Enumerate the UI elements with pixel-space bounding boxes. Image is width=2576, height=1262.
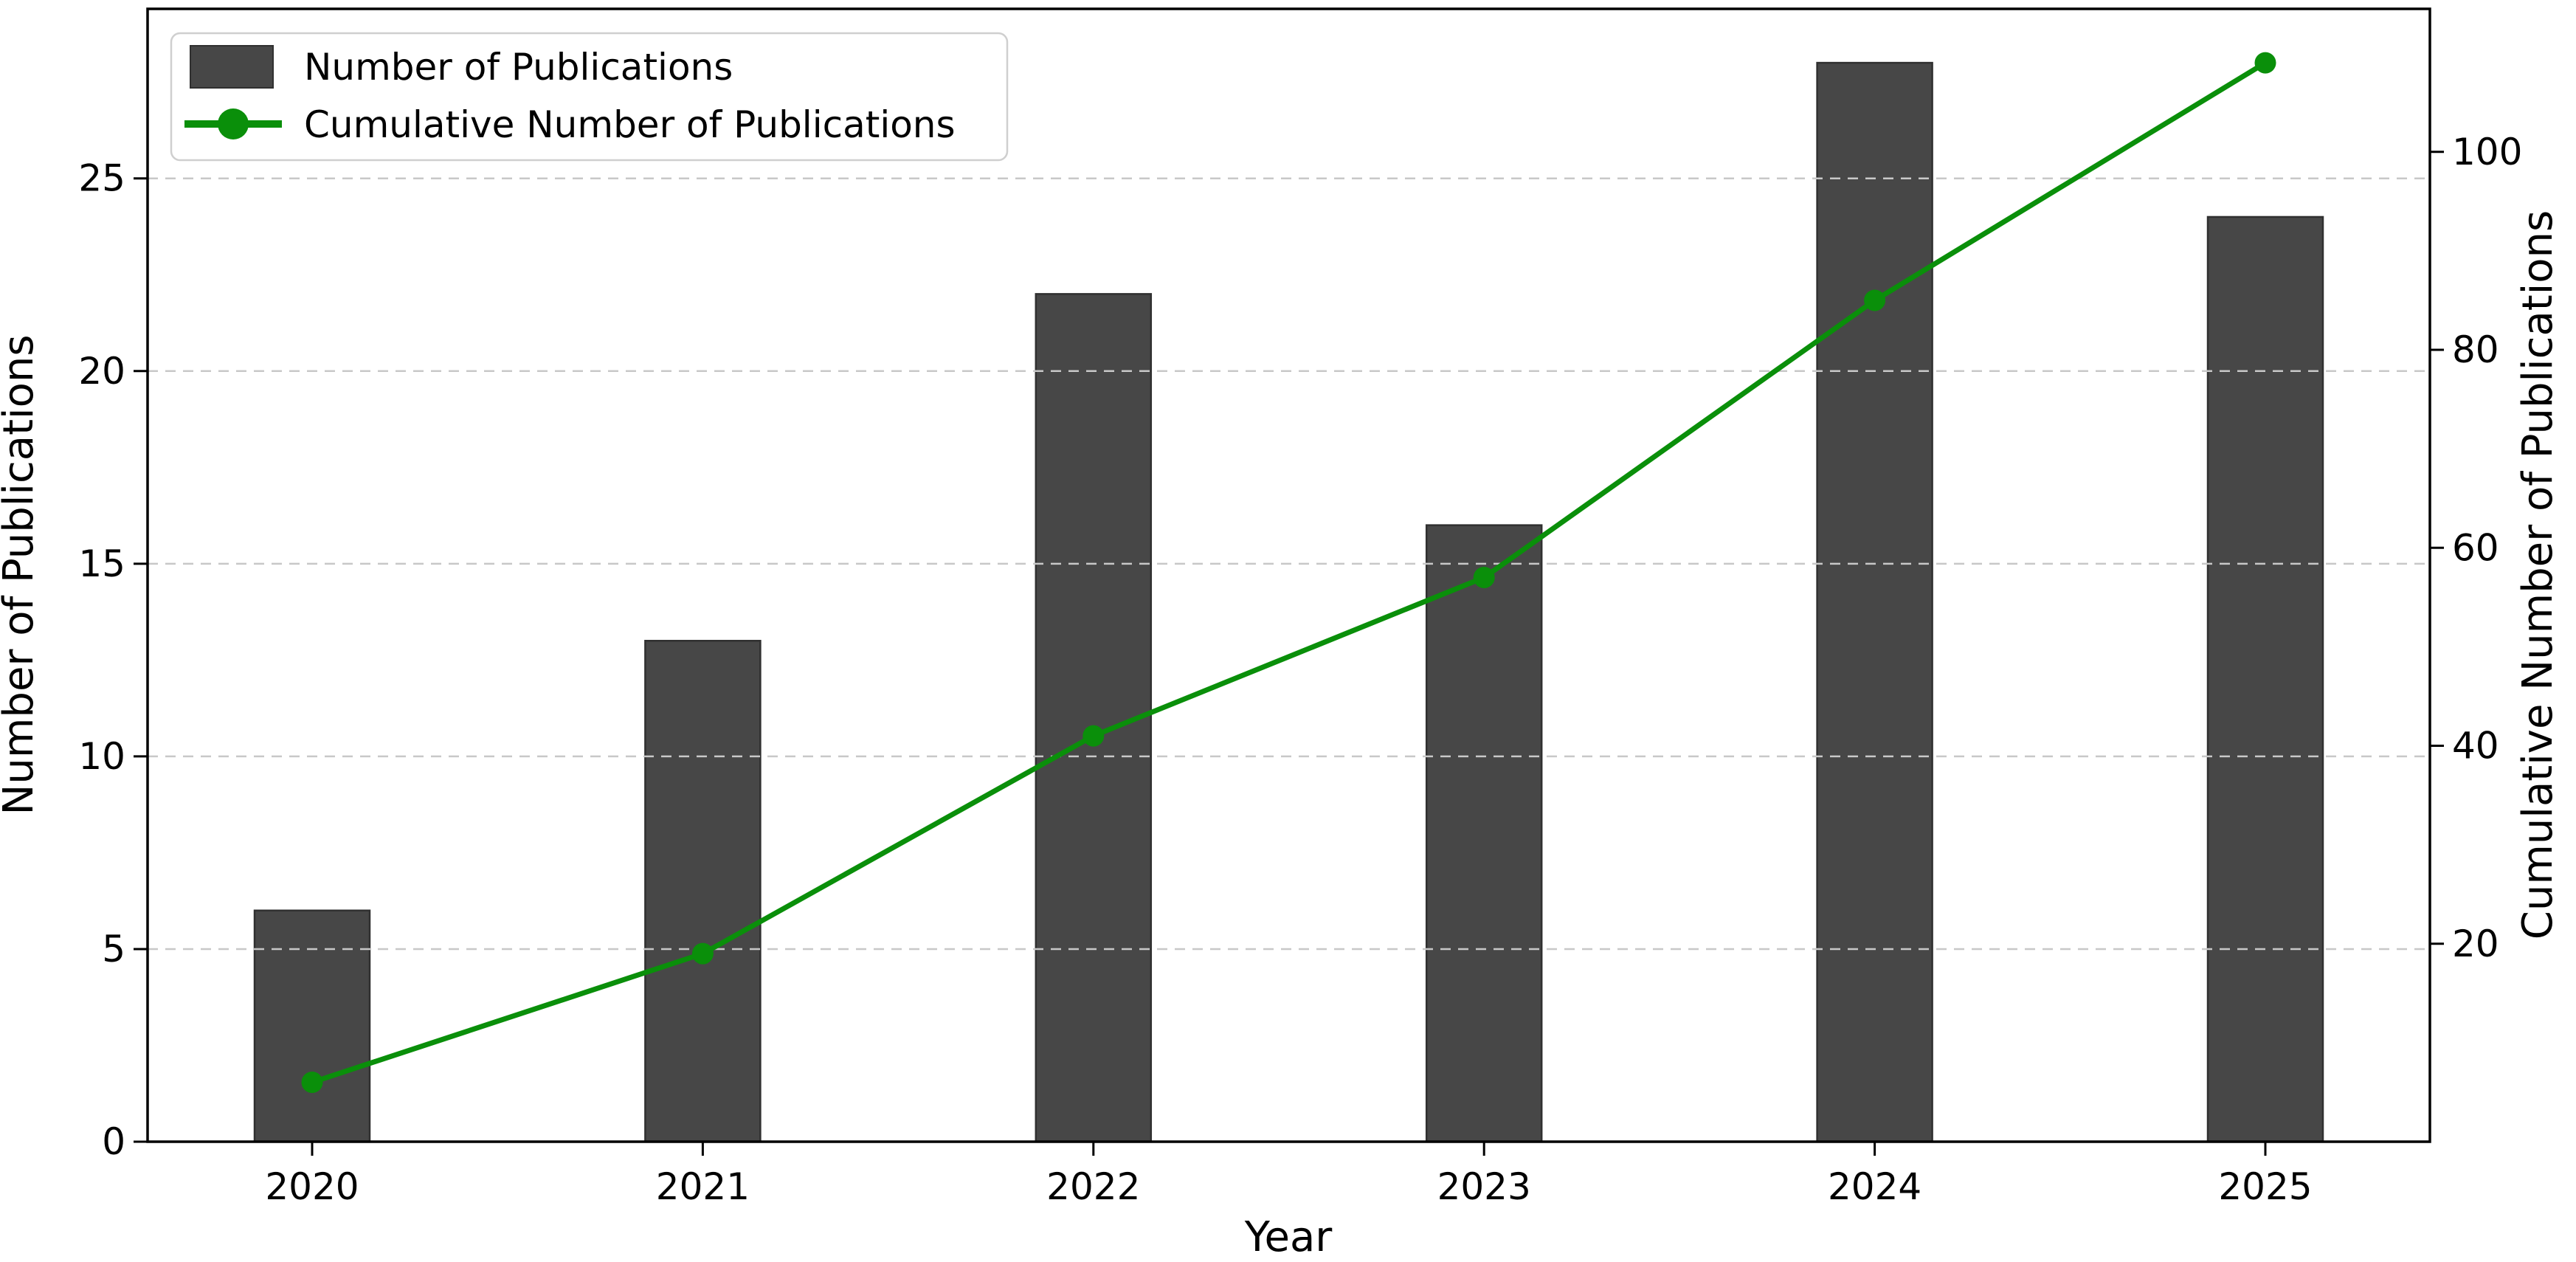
- cumulative-line: [309, 60, 2268, 1086]
- cumulative-point-2023: [1473, 567, 1495, 589]
- cumulative-point-2021: [691, 942, 714, 965]
- x-tick-label-2023: 2023: [1437, 1165, 1531, 1208]
- legend: Number of Publications Cumulative Number…: [170, 32, 1009, 162]
- legend-label-bars: Number of Publications: [304, 46, 733, 89]
- x-tick-label-2025: 2025: [2218, 1165, 2312, 1208]
- plot-frame: [146, 7, 2431, 1143]
- x-tick-label-2024: 2024: [1828, 1165, 1921, 1208]
- axes-frame-group: [146, 7, 2431, 1143]
- legend-bar-swatch: [190, 45, 274, 89]
- left-tick-label-0: 0: [102, 1120, 125, 1163]
- x-tick-label-2022: 2022: [1046, 1165, 1140, 1208]
- cumulative-point-2025: [2254, 52, 2276, 74]
- legend-label-line: Cumulative Number of Publications: [304, 103, 956, 146]
- right-tick-label-80: 80: [2452, 328, 2499, 371]
- legend-line-marker-icon: [218, 108, 249, 139]
- right-tick-label-100: 100: [2452, 131, 2522, 173]
- cumulative-point-2022: [1082, 725, 1105, 747]
- bar-2020: [253, 909, 371, 1143]
- right-y-axis-title: Cumulative Number of Publications: [2514, 210, 2562, 939]
- legend-box: [170, 32, 1009, 162]
- left-tick-label-20: 20: [78, 350, 125, 393]
- x-tick-label-2020: 2020: [265, 1165, 359, 1208]
- bar-2023: [1425, 524, 1543, 1143]
- tick-marks-group: [134, 151, 2444, 1156]
- left-y-axis-title: Number of Publications: [0, 334, 43, 815]
- left-tick-label-15: 15: [78, 542, 125, 585]
- left-tick-label-5: 5: [102, 928, 125, 970]
- cumulative-point-2020: [301, 1072, 323, 1094]
- right-tick-label-60: 60: [2452, 526, 2499, 569]
- x-tick-label-2021: 2021: [656, 1165, 750, 1208]
- x-axis-title: Year: [1244, 1213, 1333, 1261]
- bar-2021: [644, 640, 762, 1143]
- right-tick-label-20: 20: [2452, 923, 2499, 965]
- cumulative-line-group: [301, 52, 2276, 1094]
- left-tick-label-10: 10: [78, 735, 125, 778]
- bar-2025: [2206, 215, 2324, 1143]
- bar-2024: [1816, 61, 1933, 1143]
- right-tick-label-40: 40: [2452, 725, 2499, 768]
- left-tick-label-25: 25: [78, 157, 125, 200]
- bars-group: [253, 61, 2324, 1143]
- cumulative-point-2024: [1864, 289, 1886, 311]
- gridlines-group: [148, 177, 2430, 951]
